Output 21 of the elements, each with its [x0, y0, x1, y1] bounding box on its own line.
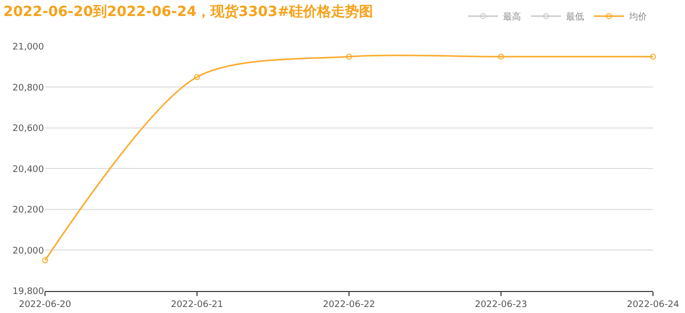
x-tick-label: 2022-06-20 [18, 300, 72, 310]
point [194, 74, 200, 80]
y-tick-label: 20,600 [12, 124, 44, 134]
y-tick-label: 19,800 [12, 287, 44, 298]
point [346, 54, 352, 60]
y-tick-label: 20,400 [12, 164, 44, 175]
y-tick-label: 20,800 [12, 83, 44, 94]
x-tick-label: 2022-06-24 [626, 300, 680, 310]
point [498, 54, 504, 60]
x-tick-label: 2022-06-23 [474, 300, 528, 310]
legend-label: 最低 [566, 12, 584, 23]
point [650, 54, 656, 60]
legend-label: 最高 [503, 12, 521, 23]
x-tick-label: 2022-06-22 [322, 300, 376, 310]
x-tick-label: 2022-06-21 [170, 300, 224, 310]
y-tick-label: 21,000 [12, 42, 44, 53]
chart-title: 2022-06-20到2022-06-24，现货3303#硅价格走势图 [3, 4, 374, 20]
legend-label: 均价 [628, 12, 647, 23]
y-tick-label: 20,000 [12, 246, 44, 256]
y-tick-label: 20,200 [12, 206, 44, 216]
point [42, 257, 48, 264]
